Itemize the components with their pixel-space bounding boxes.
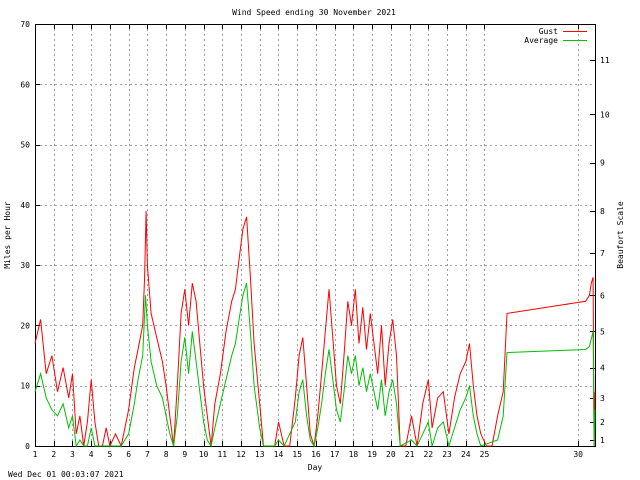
beaufort-tick-label: 10 bbox=[600, 110, 610, 119]
beaufort-tick-label: 2 bbox=[600, 418, 605, 427]
plot-frame bbox=[35, 24, 596, 447]
x-tick-label: 21 bbox=[405, 450, 415, 459]
y-tick-label: 50 bbox=[20, 141, 30, 150]
grid-lines bbox=[35, 24, 595, 446]
series-line-average bbox=[34, 283, 596, 448]
beaufort-tick-label: 1 bbox=[600, 436, 605, 445]
axes: 1 2 3 4 5 6 7 8 9 10 11 12 13 14 15 16 17 18 19 20 21 22 23 24 2… bbox=[20, 20, 609, 459]
x-tick-label: 2 bbox=[51, 450, 56, 459]
x-tick-label: 7 bbox=[145, 450, 150, 459]
x-tick-label: 8 bbox=[164, 450, 169, 459]
x-tick-label: 22 bbox=[423, 450, 433, 459]
beaufort-tick-label: 3 bbox=[600, 394, 605, 403]
x-tick-label: 5 bbox=[108, 450, 113, 459]
y-tick-label: 30 bbox=[20, 261, 30, 270]
x-tick-label: 13 bbox=[255, 450, 265, 459]
legend: Gust Average bbox=[524, 27, 587, 45]
x-tick-label: 3 bbox=[70, 450, 75, 459]
footer-timestamp: Wed Dec 01 00:03:07 2021 bbox=[8, 470, 124, 479]
x-tick-label: 23 bbox=[442, 450, 452, 459]
chart-title: Wind Speed ending 30 November 2021 bbox=[232, 8, 396, 17]
series-lines bbox=[34, 210, 596, 448]
beaufort-tick-label: 9 bbox=[600, 159, 605, 168]
x-tick-label: 9 bbox=[182, 450, 187, 459]
legend-label-gust: Gust bbox=[539, 27, 558, 36]
y2-axis-label: Beaufort Scale bbox=[616, 201, 625, 269]
y-tick-label: 0 bbox=[25, 442, 30, 451]
y-tick-label: 70 bbox=[20, 20, 30, 29]
x-tick-label: 17 bbox=[330, 450, 340, 459]
x-tick-label: 19 bbox=[367, 450, 377, 459]
x-tick-label: 18 bbox=[349, 450, 359, 459]
x-tick-label: 11 bbox=[217, 450, 227, 459]
y-tick-label: 60 bbox=[20, 80, 30, 89]
x-tick-label: 6 bbox=[126, 450, 131, 459]
x-tick-label: 12 bbox=[236, 450, 246, 459]
beaufort-tick-label: 6 bbox=[600, 291, 605, 300]
y-tick-label: 20 bbox=[20, 321, 30, 330]
beaufort-tick-label: 4 bbox=[600, 364, 605, 373]
x-axis-label: Day bbox=[308, 463, 323, 472]
x-tick-label: 16 bbox=[311, 450, 321, 459]
x-tick-label: 10 bbox=[199, 450, 209, 459]
y-tick-label: 40 bbox=[20, 201, 30, 210]
x-tick-label: 4 bbox=[89, 450, 94, 459]
y-tick-label: 10 bbox=[20, 382, 30, 391]
x-tick-label: 15 bbox=[292, 450, 302, 459]
x-tick-label: 20 bbox=[386, 450, 396, 459]
x-tick-label: 1 bbox=[33, 450, 38, 459]
beaufort-tick-label: 11 bbox=[600, 56, 610, 65]
x-tick-label: 24 bbox=[461, 450, 471, 459]
x-tick-label: 25 bbox=[480, 450, 490, 459]
beaufort-tick-label: 5 bbox=[600, 327, 605, 336]
beaufort-tick-label: 8 bbox=[600, 207, 605, 216]
series-line-gust bbox=[34, 210, 596, 448]
x-tick-label: 14 bbox=[274, 450, 284, 459]
y-axis-label: Miles per Hour bbox=[3, 201, 12, 269]
legend-label-average: Average bbox=[524, 36, 558, 45]
x-tick-label: 30 bbox=[573, 450, 583, 459]
beaufort-tick-label: 7 bbox=[600, 249, 605, 258]
